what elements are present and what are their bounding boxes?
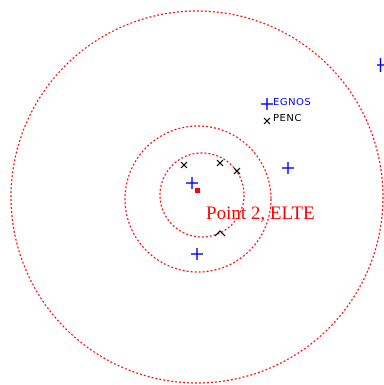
center-point-label: Point 2, ELTE	[206, 203, 315, 224]
x-marker-penc	[263, 117, 271, 125]
x-marker	[233, 167, 241, 175]
x-marker	[180, 161, 188, 169]
outer-range-circle	[10, 10, 384, 384]
caret-marker	[214, 230, 226, 237]
center-point-marker	[195, 188, 200, 193]
middle-range-circle	[124, 125, 272, 273]
plus-marker	[282, 162, 294, 174]
inner-range-circle	[159, 152, 245, 238]
penc-label: PENC	[273, 113, 302, 124]
x-marker	[216, 159, 224, 167]
plus-marker	[377, 58, 384, 72]
x-markers	[180, 117, 271, 175]
plus-marker-egnos	[261, 98, 273, 110]
range-circles	[10, 10, 384, 384]
caret-markers	[214, 230, 226, 237]
plus-marker	[186, 177, 198, 189]
plus-markers	[186, 58, 384, 260]
plus-marker	[191, 248, 203, 260]
egnos-label: EGNOS	[273, 97, 312, 108]
